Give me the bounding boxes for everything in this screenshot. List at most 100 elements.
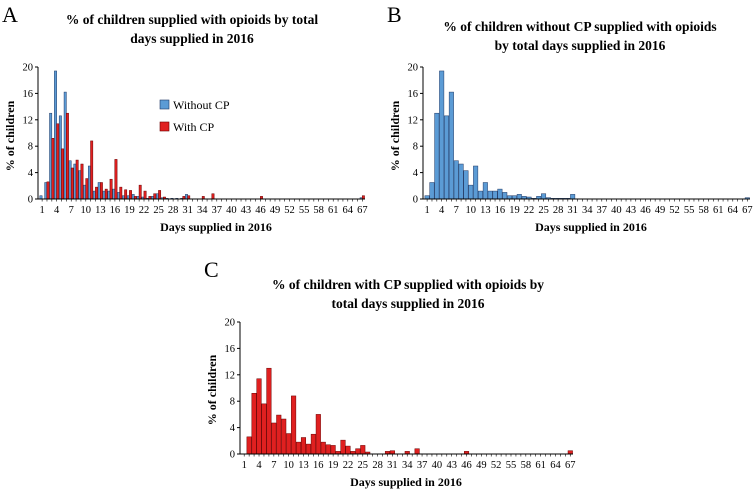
panel-b-ytick-label-0: 0 [413, 195, 418, 206]
panel-c-bar-with-cp-day-11 [291, 395, 297, 455]
panel-a-ytick-label-12: 12 [23, 115, 34, 126]
panel-a-legend: Without CP With CP [159, 98, 230, 134]
panel-a-bar-with-cp-day-7 [70, 167, 74, 200]
panel-a-xtick-label-49: 49 [270, 205, 281, 216]
panel-c-xtick-label-13: 13 [298, 460, 309, 471]
panel-c-xtick-label-49: 49 [476, 460, 487, 471]
panel-b-xtick-label-58: 58 [698, 205, 709, 216]
panel-b-xtick-label-46: 46 [640, 205, 651, 216]
panel-a-xtick-label-22: 22 [139, 205, 150, 216]
panel-b-bar-without-cp-day-12 [478, 190, 483, 200]
panel-b-xtick-label-13: 13 [480, 205, 491, 216]
panel-c-bar-with-cp-day-8 [276, 414, 282, 455]
panel-c-xtick-label-10: 10 [283, 460, 294, 471]
panel-c-bar-with-cp-day-14 [305, 443, 311, 455]
panel-a-ylabel: % of children [3, 100, 17, 171]
panel-c-xtick-label-40: 40 [432, 460, 443, 471]
panel-c-xtick-label-22: 22 [343, 460, 354, 471]
panel-b-xtick-label-25: 25 [538, 205, 549, 216]
panel-a-ytick-label-20: 20 [23, 63, 34, 74]
panel-b-xtick-label-31: 31 [567, 205, 578, 216]
panel-c-bar-with-cp-day-9 [281, 418, 287, 455]
legend-swatch-with-cp [159, 121, 170, 132]
panel-c-bar-with-cp-day-7 [271, 422, 277, 455]
panel-a-bar-with-cp-day-21 [138, 184, 142, 200]
panel-b-bar-without-cp-day-9 [463, 170, 469, 200]
panel-c-xtick-label-4: 4 [256, 460, 262, 471]
panel-a-xtick-label-55: 55 [299, 205, 310, 216]
panel-c-xtick-label-31: 31 [387, 460, 398, 471]
panel-c-xtick-label-1: 1 [242, 460, 247, 471]
panel-c-ylabel: % of children [205, 354, 219, 425]
panel-b-xtick-label-49: 49 [655, 205, 666, 216]
panel-c-bar-with-cp-day-12 [296, 441, 302, 455]
panel-b-ylabel: % of children [388, 100, 402, 171]
panel-c-xtick-label-34: 34 [402, 460, 413, 471]
panel-c-xlabel: Days supplied in 2016 [350, 475, 462, 489]
panel-a-bar-with-cp-day-8 [75, 159, 79, 200]
panel-c-bar-with-cp-day-18 [325, 444, 331, 455]
panel-c-xtick-label-19: 19 [328, 460, 339, 471]
panel-a-bar-with-cp-day-2 [46, 181, 50, 200]
panel-b-bar-without-cp-day-31 [570, 194, 576, 200]
panel-c-bar-with-cp-day-17 [320, 441, 326, 455]
panel-a-xtick-label-31: 31 [182, 205, 193, 216]
panel-a-bar-with-cp-day-15 [109, 178, 113, 200]
panel-c-xtick-label-43: 43 [446, 460, 457, 471]
panel-a-xtick-label-1: 1 [39, 205, 44, 216]
panel-b-xtick-label-52: 52 [669, 205, 680, 216]
panel-b-xtick-label-55: 55 [684, 205, 695, 216]
panel-c-xtick-label-16: 16 [313, 460, 324, 471]
panel-a-bar-with-cp-day-25 [158, 190, 162, 200]
panel-b-ytick-label-20: 20 [408, 63, 419, 74]
panel-b-bar-without-cp-day-17 [502, 192, 508, 200]
panel-b-title-line-2: by total days supplied in 2016 [495, 38, 666, 53]
panel-b-bar-without-cp-day-10 [468, 184, 474, 200]
panel-a-bar-with-cp-day-3 [51, 138, 55, 200]
panel-c-bar-with-cp-day-4 [256, 378, 262, 455]
panel-a-xtick-label-19: 19 [124, 205, 135, 216]
panel-b-bar-without-cp-day-25 [541, 193, 547, 200]
panel-c-bar-with-cp-day-3 [251, 393, 257, 455]
panel-a-xtick-label-4: 4 [54, 205, 60, 216]
panel-b-xtick-label-4: 4 [439, 205, 445, 216]
panel-a-bar-with-cp-day-24 [153, 193, 157, 200]
panel-b-xtick-label-28: 28 [553, 205, 564, 216]
panel-c-xtick-label-58: 58 [521, 460, 532, 471]
panel-b-ytick-label-12: 12 [408, 115, 419, 126]
panel-b-title-line-1: % of children without CP supplied with o… [443, 19, 716, 34]
panel-a-xtick-label-46: 46 [255, 205, 266, 216]
panel-a-xtick-label-52: 52 [284, 205, 295, 216]
panel-a-bar-with-cp-day-16 [114, 159, 118, 200]
panel-c-ytick-label-20: 20 [225, 318, 236, 329]
panel-b-bar-without-cp-day-13 [482, 182, 488, 200]
panel-a-title-line-1: % of children supplied with opioids by t… [66, 12, 318, 27]
panel-a-xtick-label-40: 40 [226, 205, 237, 216]
panel-c-xtick-label-52: 52 [491, 460, 502, 471]
panel-b-ytick-label-4: 4 [413, 168, 419, 179]
panel-b-bar-without-cp-day-20 [516, 194, 522, 200]
panel-b-xtick-label-61: 61 [713, 205, 724, 216]
panel-letter-c: C [204, 257, 219, 282]
panel-b-bar-without-cp-day-16 [497, 188, 503, 200]
panel-a-xtick-label-37: 37 [212, 205, 223, 216]
panel-b-ytick-label-8: 8 [413, 142, 418, 153]
panel-c-xtick-label-28: 28 [372, 460, 383, 471]
panel-a-bar-with-cp-day-10 [85, 178, 89, 200]
panel-c-xtick-label-64: 64 [550, 460, 561, 471]
panel-a-xlabel: Days supplied in 2016 [160, 220, 272, 234]
panel-b-xlabel: Days supplied in 2016 [535, 220, 647, 234]
panel-a-bar-with-cp-day-6 [66, 112, 69, 200]
panel-a-bar-with-cp-day-36 [211, 193, 215, 200]
panel-a-bar-with-cp-day-4 [56, 123, 60, 200]
panel-a-bar-with-cp-day-18 [124, 189, 128, 200]
panel-c-bar-with-cp-day-36 [414, 448, 420, 455]
panel-a-xtick-label-25: 25 [153, 205, 164, 216]
panel-c-title-line-1: % of children with CP supplied with opio… [272, 277, 544, 292]
panel-b-xtick-label-1: 1 [424, 205, 429, 216]
panel-a-xtick-label-58: 58 [313, 205, 324, 216]
panel-c-bar-with-cp-day-13 [300, 437, 307, 455]
panel-a-bar-with-cp-day-14 [104, 188, 108, 200]
panel-a-ytick-label-8: 8 [28, 142, 33, 153]
